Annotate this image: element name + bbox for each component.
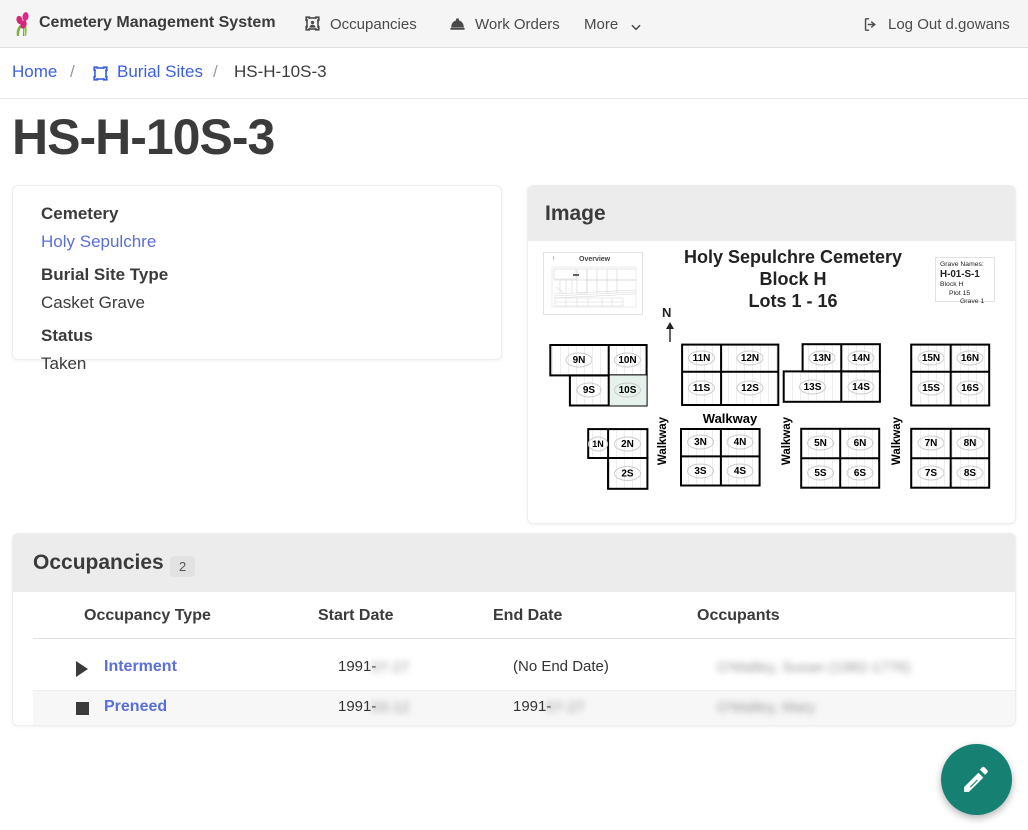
svg-text:10S: 10S	[619, 385, 637, 396]
svg-text:5N: 5N	[814, 438, 827, 449]
svg-text:3N: 3N	[694, 437, 707, 448]
svg-text:16N: 16N	[961, 353, 979, 364]
svg-text:Walkway: Walkway	[703, 411, 758, 426]
svg-text:7N: 7N	[925, 438, 938, 449]
svg-text:6S: 6S	[854, 468, 867, 479]
svg-text:1N: 1N	[592, 439, 604, 449]
svg-text:5S: 5S	[814, 468, 827, 479]
svg-text:6N: 6N	[854, 438, 867, 449]
svg-text:8S: 8S	[964, 468, 977, 479]
svg-text:9S: 9S	[583, 385, 596, 396]
svg-text:Walkway: Walkway	[891, 416, 903, 465]
svg-text:2N: 2N	[621, 439, 634, 450]
svg-text:11S: 11S	[693, 383, 711, 394]
svg-text:2S: 2S	[621, 469, 634, 480]
svg-text:12N: 12N	[741, 353, 759, 364]
svg-text:16S: 16S	[961, 383, 979, 394]
svg-text:15N: 15N	[922, 353, 940, 364]
svg-text:9N: 9N	[573, 355, 586, 366]
svg-text:14N: 14N	[852, 353, 870, 364]
svg-text:12S: 12S	[741, 383, 759, 394]
svg-text:Walkway: Walkway	[657, 416, 669, 465]
svg-text:3S: 3S	[694, 466, 707, 477]
svg-text:8N: 8N	[964, 438, 977, 449]
svg-text:Walkway: Walkway	[781, 416, 793, 465]
svg-text:4S: 4S	[734, 466, 747, 477]
svg-text:13N: 13N	[813, 353, 831, 364]
svg-text:4N: 4N	[734, 437, 747, 448]
svg-text:11N: 11N	[693, 353, 711, 364]
svg-text:15S: 15S	[922, 383, 940, 394]
svg-text:7S: 7S	[925, 468, 938, 479]
svg-text:10N: 10N	[618, 355, 636, 366]
svg-text:14S: 14S	[852, 382, 870, 393]
svg-text:13S: 13S	[804, 382, 822, 393]
